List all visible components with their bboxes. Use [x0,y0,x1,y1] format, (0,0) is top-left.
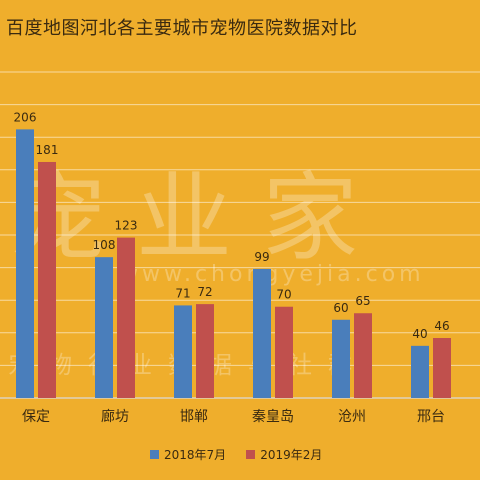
bar-series-2 [354,313,372,398]
category-label: 邢台 [417,409,445,425]
bar-series-1 [332,319,350,398]
data-label: 40 [412,327,427,341]
legend-label-series-1: 2018年7月 [164,448,227,462]
category-label: 保定 [22,409,50,425]
bar-series-1 [95,257,113,398]
bar-series-2 [433,338,451,398]
chart-title: 百度地图河北各主要城市宠物医院数据对比 [6,18,358,39]
watermark-logo: 宠业家 [10,162,388,274]
category-label: 秦皇岛 [252,409,294,425]
legend-item-series-1: 2018年7月 [150,446,226,463]
data-label: 46 [434,319,449,333]
data-label: 60 [333,301,348,315]
data-label: 108 [93,238,116,252]
legend-swatch-series-2 [246,450,256,459]
category-label: 邯郸 [180,409,208,425]
legend-label-series-2: 2019年2月 [260,448,323,462]
data-label: 123 [115,219,138,233]
data-label: 72 [197,285,212,299]
data-label: 181 [36,143,59,157]
legend-swatch-series-1 [150,450,159,459]
data-label: 71 [175,286,190,300]
category-label: 沧州 [338,408,366,425]
legend: 2018年7月 2019年2月 [150,446,322,463]
category-label: 廊坊 [101,408,129,425]
bar-series-2 [275,306,293,398]
bar-series-2 [38,161,56,398]
data-label: 206 [14,110,37,124]
legend-item-series-2: 2019年2月 [246,446,322,463]
bar-series-1 [411,345,429,398]
bar-series-2 [117,237,135,398]
bar-series-1 [253,268,271,398]
data-label: 70 [276,288,291,302]
bar-series-1 [174,305,192,398]
data-label: 99 [254,250,269,264]
data-label: 65 [355,294,370,308]
bar-series-2 [196,304,214,398]
bar-series-1 [16,129,34,398]
